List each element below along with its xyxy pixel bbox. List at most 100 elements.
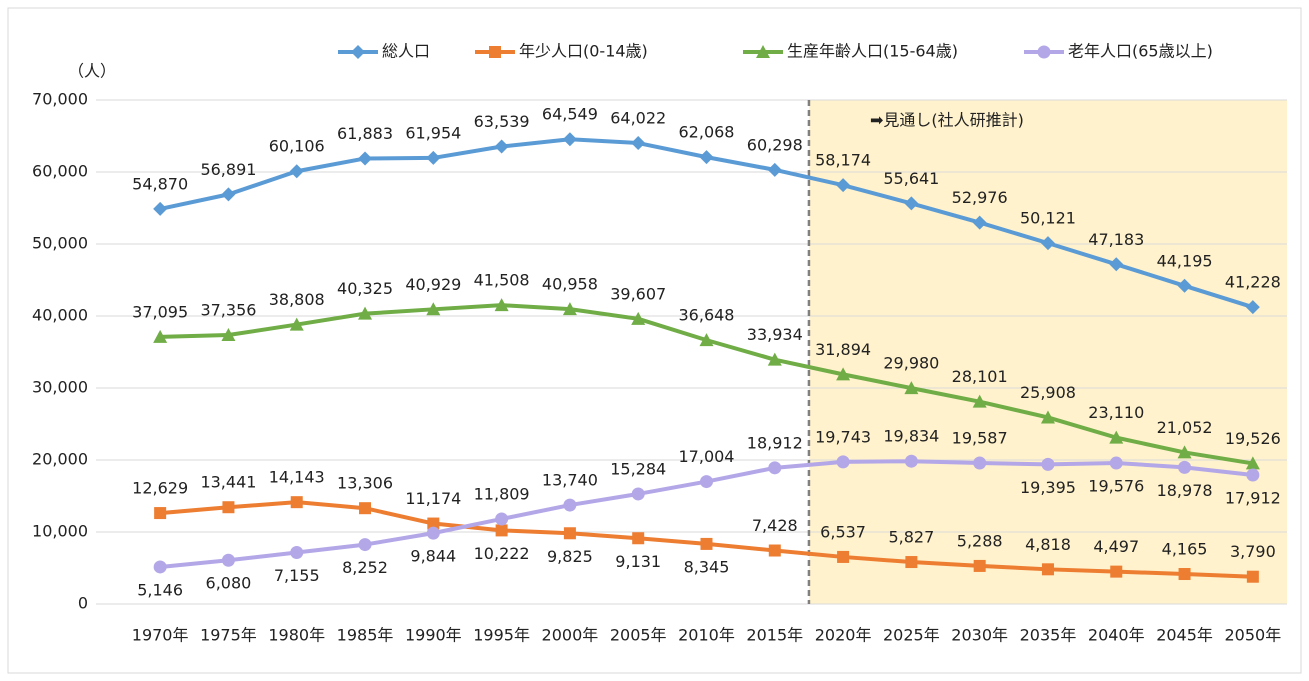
- data-label: 50,121: [1020, 209, 1076, 228]
- data-label: 11,174: [405, 489, 461, 508]
- data-point: [359, 502, 372, 515]
- data-label: 52,976: [952, 188, 1008, 207]
- data-point: [426, 302, 441, 316]
- data-point: [905, 556, 918, 569]
- x-tick-label: 1990年: [405, 626, 462, 645]
- x-tick-label: 1985年: [337, 626, 394, 645]
- x-tick-label: 1980年: [268, 626, 325, 645]
- data-label: 9,844: [410, 547, 456, 566]
- data-label: 13,441: [200, 473, 256, 492]
- data-point: [767, 162, 782, 177]
- data-point: [837, 550, 850, 563]
- data-point: [700, 537, 713, 550]
- data-point: [494, 139, 509, 154]
- data-point: [153, 329, 168, 343]
- data-point: [631, 311, 646, 325]
- data-point: [563, 498, 577, 512]
- y-tick-label: 40,000: [32, 306, 88, 325]
- data-label: 19,526: [1225, 429, 1281, 448]
- data-label: 40,929: [405, 275, 461, 294]
- data-label: 5,288: [957, 531, 1003, 550]
- data-point: [1041, 457, 1055, 471]
- data-point: [1246, 468, 1260, 482]
- data-label: 9,131: [615, 552, 661, 571]
- data-label: 5,146: [137, 580, 183, 599]
- data-point: [767, 352, 782, 366]
- data-point: [221, 187, 236, 202]
- legend-label: 老年人口(65歳以上): [1068, 42, 1213, 61]
- data-point: [768, 461, 782, 475]
- data-point: [904, 381, 919, 395]
- data-point: [699, 333, 714, 347]
- data-label: 63,539: [474, 112, 530, 131]
- data-label: 18,912: [747, 433, 803, 452]
- legend-marker: [489, 46, 501, 58]
- data-label: 25,908: [1020, 383, 1076, 402]
- data-label: 8,252: [342, 558, 388, 577]
- data-point: [289, 317, 304, 331]
- x-tick-label: 2010年: [678, 626, 735, 645]
- data-label: 61,954: [405, 123, 461, 142]
- data-label: 38,808: [269, 290, 325, 309]
- data-point: [426, 526, 440, 540]
- data-point: [836, 178, 851, 193]
- data-point: [1109, 257, 1124, 272]
- data-label: 23,110: [1088, 403, 1144, 422]
- data-point: [1245, 300, 1260, 315]
- x-tick-label: 1975年: [200, 626, 257, 645]
- data-label: 15,284: [610, 459, 666, 478]
- x-tick-label: 2045年: [1156, 626, 1213, 645]
- data-label: 6,080: [206, 574, 252, 593]
- y-tick-label: 0: [78, 594, 88, 613]
- x-tick-label: 2015年: [746, 626, 803, 645]
- y-tick-label: 60,000: [32, 162, 88, 181]
- data-point: [836, 367, 851, 381]
- x-tick-label: 2040年: [1088, 626, 1145, 645]
- x-tick-label: 2050年: [1224, 626, 1281, 645]
- data-label: 37,356: [200, 301, 256, 320]
- data-label: 19,834: [883, 427, 939, 446]
- data-point: [563, 527, 576, 540]
- data-label: 60,106: [269, 137, 325, 156]
- data-point: [1178, 568, 1191, 581]
- data-label: 31,894: [815, 340, 871, 359]
- x-tick-label: 1995年: [473, 626, 530, 645]
- data-point: [631, 487, 645, 501]
- forecast-region: [808, 100, 1287, 604]
- data-point: [1041, 563, 1054, 576]
- data-label: 19,743: [815, 427, 871, 446]
- data-label: 56,891: [200, 160, 256, 179]
- data-point: [562, 132, 577, 147]
- data-point: [358, 151, 373, 166]
- x-tick-label: 2035年: [1020, 626, 1077, 645]
- data-point: [973, 456, 987, 470]
- data-point: [494, 298, 509, 312]
- data-point: [1246, 570, 1259, 583]
- data-label: 12,629: [132, 479, 188, 498]
- data-point: [904, 196, 919, 211]
- data-point: [1177, 278, 1192, 293]
- data-label: 33,934: [747, 325, 803, 344]
- data-label: 8,345: [684, 557, 730, 576]
- data-label: 54,870: [132, 174, 188, 193]
- annotation: ➡見通し(社人研推計): [870, 111, 1024, 130]
- data-label: 3,790: [1230, 542, 1276, 561]
- x-tick-label: 2025年: [883, 626, 940, 645]
- data-label: 17,912: [1225, 489, 1281, 508]
- data-point: [562, 302, 577, 316]
- data-point: [1245, 456, 1260, 470]
- data-label: 41,508: [474, 271, 530, 290]
- data-point: [700, 475, 713, 489]
- data-point: [1178, 460, 1192, 474]
- data-label: 64,022: [610, 109, 666, 128]
- data-label: 4,818: [1025, 535, 1071, 554]
- data-label: 64,549: [542, 105, 598, 124]
- data-point: [973, 559, 986, 572]
- data-label: 37,095: [132, 302, 188, 321]
- data-label: 7,428: [752, 516, 798, 535]
- data-point: [972, 394, 987, 408]
- data-point: [1109, 430, 1124, 444]
- data-point: [153, 201, 168, 216]
- x-tick-label: 2005年: [610, 626, 667, 645]
